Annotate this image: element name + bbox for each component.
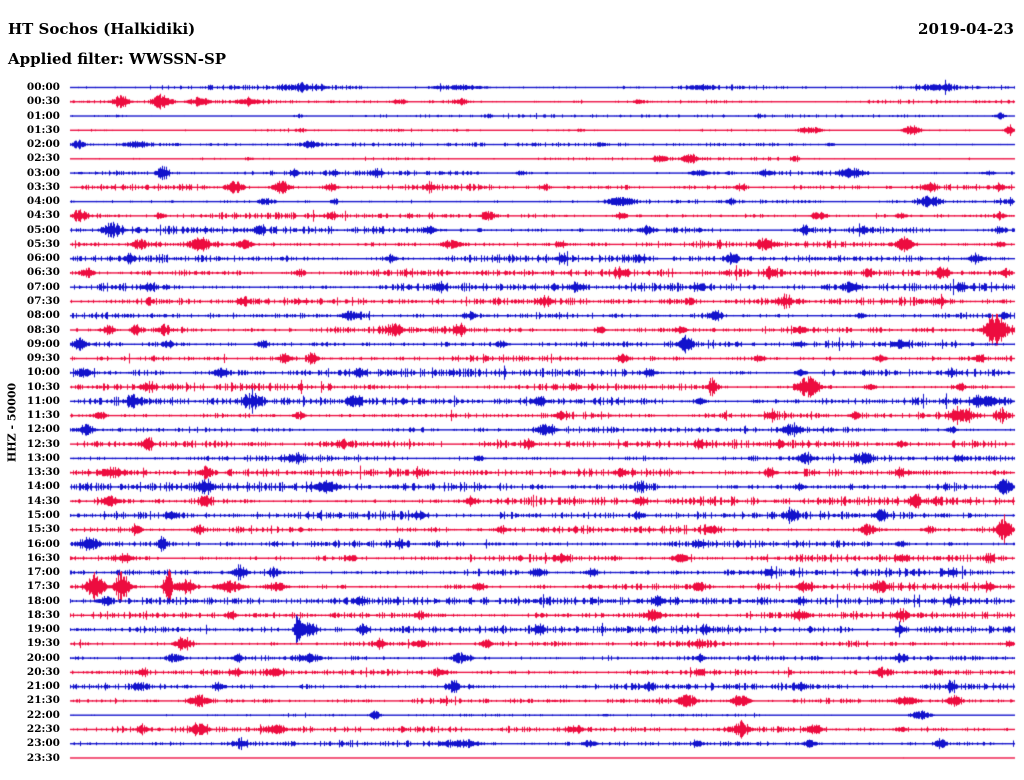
time-label: 04:30	[26, 209, 60, 222]
time-label: 20:00	[26, 651, 60, 664]
time-label: 14:00	[26, 480, 60, 493]
time-label: 07:30	[26, 294, 60, 307]
time-label: 15:00	[26, 508, 60, 521]
time-label: 01:30	[26, 123, 60, 136]
time-label: 21:30	[26, 694, 60, 707]
time-label: 07:00	[26, 280, 60, 293]
time-label: 13:30	[26, 466, 60, 479]
time-label: 10:30	[26, 380, 60, 393]
applied-filter-label: Applied filter: WWSSN-SP	[8, 50, 227, 68]
time-label: 08:00	[26, 309, 60, 322]
plot-date: 2019-04-23	[918, 20, 1014, 38]
time-label: 23:00	[26, 737, 60, 750]
time-label: 01:00	[26, 109, 60, 122]
time-label: 13:00	[26, 451, 60, 464]
time-label: 09:00	[26, 337, 60, 350]
time-label: 12:30	[26, 437, 60, 450]
time-label: 00:00	[26, 81, 60, 93]
time-label: 04:00	[26, 195, 60, 208]
time-label: 22:30	[26, 722, 60, 735]
time-label: 22:00	[26, 708, 60, 721]
time-label: 03:30	[26, 180, 60, 193]
time-label: 08:30	[26, 323, 60, 336]
time-label: 10:00	[26, 366, 60, 379]
time-label: 21:00	[26, 680, 60, 693]
time-label: 19:00	[26, 623, 60, 636]
time-label: 06:00	[26, 252, 60, 265]
station-title: HT Sochos (Halkidiki)	[8, 20, 196, 38]
time-label: 18:00	[26, 594, 60, 607]
time-label: 17:00	[26, 566, 60, 579]
time-label: 16:30	[26, 551, 60, 564]
time-label: 20:30	[26, 665, 60, 678]
time-label: 09:30	[26, 352, 60, 365]
time-label: 05:00	[26, 223, 60, 236]
time-label: 14:30	[26, 494, 60, 507]
time-label: 00:30	[26, 95, 60, 108]
time-label: 15:30	[26, 523, 60, 536]
time-label: 05:30	[26, 237, 60, 250]
time-label: 06:30	[26, 266, 60, 279]
time-label: 17:30	[26, 580, 60, 593]
time-label: 11:00	[26, 394, 60, 407]
time-label: 23:30	[26, 751, 60, 764]
time-label: 03:00	[26, 166, 60, 179]
time-label: 18:30	[26, 608, 60, 621]
time-label: 12:00	[26, 423, 60, 436]
time-label: 16:00	[26, 537, 60, 550]
time-label: 11:30	[26, 409, 60, 422]
time-label: 19:30	[26, 637, 60, 650]
time-label: 02:30	[26, 152, 60, 165]
time-label: 02:00	[26, 138, 60, 151]
